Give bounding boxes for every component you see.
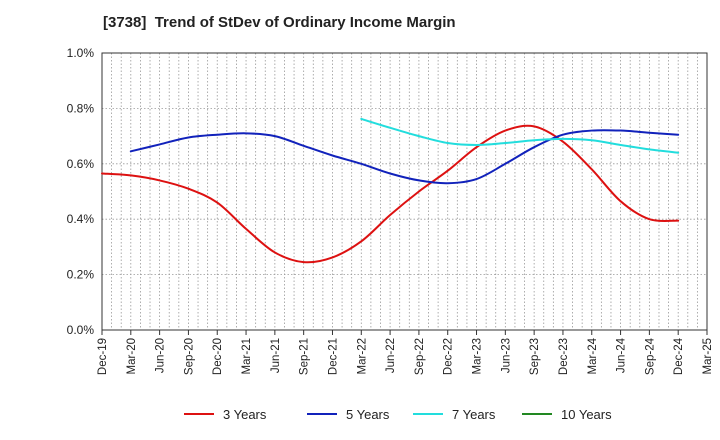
x-tick-label: Mar-21 xyxy=(241,338,253,374)
y-tick-label: 0.4% xyxy=(67,212,95,226)
series-line-5-years xyxy=(129,129,680,185)
x-tick-label: Dec-21 xyxy=(327,338,339,375)
x-tick-label: Mar-20 xyxy=(126,338,138,374)
x-tick-label: Jun-24 xyxy=(616,337,628,373)
series-lines xyxy=(101,117,680,264)
x-tick-label: Jun-22 xyxy=(385,338,397,373)
x-tick-label: Sep-23 xyxy=(529,338,541,375)
x-tick-label: Mar-24 xyxy=(587,337,599,374)
y-tick-label: 0.0% xyxy=(67,323,95,337)
x-tick-label: Jun-20 xyxy=(155,338,167,373)
y-tick-label: 0.6% xyxy=(67,157,95,171)
x-tick-label: Dec-20 xyxy=(212,338,224,375)
x-tick-label: Dec-24 xyxy=(673,337,685,375)
x-tick-label: Mar-22 xyxy=(356,338,368,374)
legend-label-10-years: 10 Years xyxy=(561,407,612,422)
y-tick-label: 0.2% xyxy=(67,268,95,282)
x-tick-label: Jun-23 xyxy=(500,338,512,373)
x-tick-label: Mar-23 xyxy=(472,338,484,374)
x-tick-label: Sep-21 xyxy=(299,338,311,375)
x-tick-label: Dec-22 xyxy=(443,338,455,375)
x-tick-label: Sep-24 xyxy=(644,337,656,375)
x-tick-label: Mar-25 xyxy=(702,338,714,374)
series-line-7-years xyxy=(360,117,680,154)
x-tick-label: Dec-23 xyxy=(558,338,570,375)
grid-layer xyxy=(101,52,708,331)
series-line-3-years xyxy=(101,124,680,264)
y-tick-label: 0.8% xyxy=(67,101,95,115)
x-tick-label: Sep-22 xyxy=(414,338,426,375)
x-tick-label: Dec-19 xyxy=(97,338,109,375)
y-tick-label: 1.0% xyxy=(67,46,95,60)
x-tick-label: Jun-21 xyxy=(270,338,282,373)
legend: 3 Years 5 Years 7 Years 10 Years xyxy=(184,407,612,422)
x-tick-label: Sep-20 xyxy=(183,338,195,375)
plot-frame xyxy=(101,52,708,331)
legend-label-7-years: 7 Years xyxy=(452,407,496,422)
chart-title: [3738] Trend of StDev of Ordinary Income… xyxy=(103,14,456,31)
legend-label-3-years: 3 Years xyxy=(223,407,267,422)
x-axis-ticks: Dec-19 Mar-20 Jun-20 Sep-20 Dec-20 Mar-21 Jun-… xyxy=(97,330,714,375)
legend-label-5-years: 5 Years xyxy=(346,407,390,422)
y-axis-ticks: 0.0% 0.2% 0.4% 0.6% 0.8% 1.0% xyxy=(67,46,95,337)
